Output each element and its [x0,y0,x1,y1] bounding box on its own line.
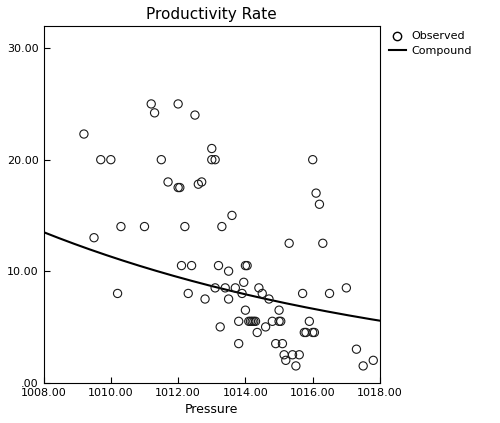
Point [224,296,232,302]
Point [275,318,283,325]
Point [242,262,250,269]
Point [326,290,334,297]
Point [359,363,367,369]
Point [164,179,172,185]
Point [242,307,250,313]
Point [240,279,248,286]
Point [234,340,242,347]
Point [316,201,324,208]
Point [117,223,125,230]
Point [280,352,288,358]
Point [282,357,290,364]
Point [272,340,280,347]
Point [288,352,296,358]
Point [221,285,229,291]
Point [234,318,242,325]
Point [181,223,189,230]
Point [228,212,236,219]
Point [248,318,256,325]
Point [114,290,122,297]
Point [292,363,300,369]
Point [245,318,253,325]
Point [243,262,251,269]
Point [178,262,186,269]
Point [312,190,320,197]
Point [296,352,304,358]
Point [308,156,316,163]
X-axis label: Pressure: Pressure [185,403,238,416]
Point [370,357,378,364]
Point [216,324,224,330]
Point [252,318,260,325]
Point [298,290,306,297]
Point [176,184,184,191]
Point [262,324,270,330]
Point [285,240,293,247]
Point [184,290,192,297]
Point [188,262,196,269]
Point [310,329,318,336]
Point [218,223,226,230]
Point [208,156,216,163]
Point [140,223,148,230]
Point [232,285,239,291]
Point [198,179,205,185]
Point [158,156,166,163]
Point [211,156,219,163]
Point [342,285,350,291]
Point [276,318,284,325]
Point [258,290,266,297]
Point [382,363,390,369]
Title: Productivity Rate: Productivity Rate [146,7,277,22]
Point [224,268,232,275]
Point [319,240,327,247]
Point [97,156,105,163]
Point [214,262,222,269]
Point [278,340,286,347]
Point [306,318,314,325]
Point [201,296,209,302]
Point [275,307,283,313]
Point [211,285,219,291]
Point [265,296,273,302]
Point [352,346,360,353]
Point [238,290,246,297]
Point [80,131,88,137]
Point [90,234,98,241]
Point [255,285,263,291]
Point [300,329,308,336]
Point [308,329,316,336]
Point [194,181,202,187]
Point [174,184,182,191]
Point [191,112,199,118]
Point [208,145,216,152]
Point [302,329,310,336]
Point [268,318,276,325]
Point [253,329,261,336]
Point [174,101,182,107]
Point [150,110,158,116]
Point [107,156,115,163]
Legend: Observed, Compound: Observed, Compound [389,31,471,56]
Point [147,101,155,107]
Point [250,318,258,325]
Point [246,318,254,325]
